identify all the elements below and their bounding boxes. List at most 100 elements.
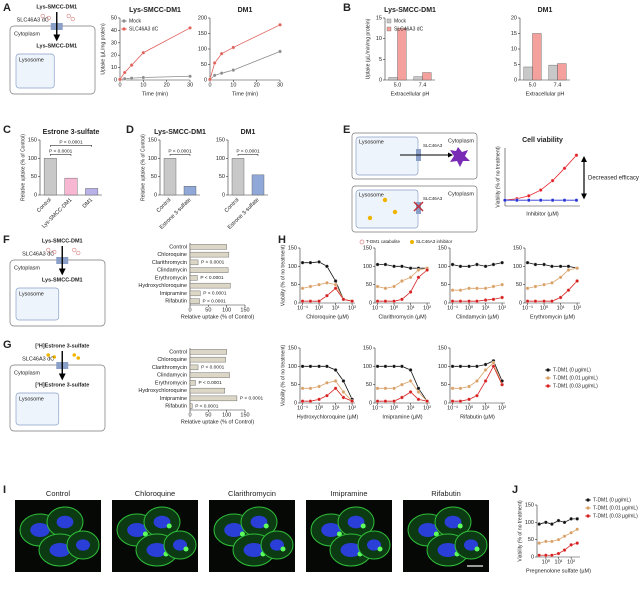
data-point <box>543 539 548 544</box>
category-label: 5.0 <box>394 82 402 88</box>
data-point <box>566 264 571 269</box>
chart-title: Lys-SMCC-DM1 <box>154 129 206 136</box>
data-point <box>458 364 463 369</box>
y-tick-label: 150 <box>513 245 522 251</box>
ligand-icon <box>66 13 71 19</box>
data-point <box>408 379 413 383</box>
data-point <box>475 379 479 383</box>
panel-label: B <box>343 2 351 14</box>
significance-bracket <box>169 154 191 156</box>
bar <box>183 185 197 196</box>
bar <box>189 403 193 409</box>
y-tick-label: 100 <box>148 156 157 162</box>
data-point <box>526 194 531 198</box>
legend-label: T-DM1 (0.01 µg/mL) <box>553 375 598 381</box>
data-point <box>341 297 346 302</box>
y-tick-label: 100 <box>288 264 297 270</box>
lysosome <box>15 287 60 321</box>
data-point <box>538 198 543 203</box>
legend-marker <box>586 498 590 502</box>
data-point <box>350 299 354 304</box>
bar <box>189 349 227 355</box>
legend-label: T-DM1 (0.03 µg/mL) <box>553 383 598 389</box>
data-point <box>569 517 574 521</box>
data-point <box>515 198 519 203</box>
nucleus <box>56 515 74 529</box>
data-point <box>562 520 567 525</box>
y-tick-label: 30 <box>111 40 117 46</box>
data-point <box>491 360 496 365</box>
data-point <box>475 393 479 398</box>
series-line <box>209 24 281 80</box>
data-point <box>375 364 380 369</box>
x-tick-label: 10⁻¹ <box>372 305 383 311</box>
y-tick-label: 5 <box>379 57 382 63</box>
data-point <box>543 520 548 525</box>
toxic-burst <box>450 147 470 167</box>
category-label: Control <box>156 197 173 214</box>
bar <box>189 259 199 266</box>
data-point <box>458 386 463 391</box>
x-tick-label: 10² <box>348 405 356 411</box>
data-point <box>300 286 305 291</box>
data-point <box>569 543 574 547</box>
x-tick-label: 0 <box>208 82 211 88</box>
data-point <box>475 262 479 267</box>
y-tick-label: 0 <box>154 192 157 198</box>
data-point <box>392 299 396 304</box>
data-point <box>556 518 561 523</box>
x-tick-label: 10⁻¹ <box>372 405 383 411</box>
data-point <box>300 386 305 391</box>
data-point <box>122 70 127 75</box>
series-line <box>119 27 191 80</box>
bar <box>189 387 226 394</box>
x-axis-label: Time (min) <box>232 91 258 97</box>
data-point <box>537 541 542 545</box>
x-tick-label: 10¹ <box>482 405 490 411</box>
category-label: Control <box>224 197 241 214</box>
data-point <box>533 284 538 289</box>
data-point <box>575 517 580 521</box>
compartment-label: Cytoplasm <box>448 191 474 197</box>
transporter-label: SLC46A3 dC <box>22 251 54 257</box>
bar <box>189 267 229 273</box>
bar <box>163 158 177 196</box>
bar <box>557 63 567 81</box>
legend-marker <box>546 376 550 380</box>
data-point <box>333 368 338 372</box>
category-label: DM1 <box>82 197 94 209</box>
data-point <box>467 364 471 369</box>
category-label: Clindamycin <box>157 268 187 274</box>
data-point <box>408 368 413 372</box>
data-point <box>325 364 329 369</box>
data-point <box>542 282 546 287</box>
x-tick-label: 100 <box>222 307 231 313</box>
y-tick-label: 50 <box>291 382 297 388</box>
inhibitor-icon <box>410 240 414 244</box>
x-tick-label: 10² <box>567 559 575 565</box>
x-tick-label: 10¹ <box>482 305 490 311</box>
category-label: Rifabutin <box>165 299 187 305</box>
nucleus <box>340 543 362 557</box>
nucleus <box>30 523 50 537</box>
y-tick-label: 40 <box>111 28 117 34</box>
y-tick-label: 0 <box>369 300 372 306</box>
vesicles <box>166 523 172 529</box>
y-tick-label: 50 <box>441 382 447 388</box>
panel-label: A <box>3 2 11 14</box>
image-label: Imipramine <box>330 489 367 498</box>
legend-label: SLC46A3 inhibitor <box>416 239 453 244</box>
nucleus <box>321 523 341 537</box>
x-tick-label: 10² <box>573 305 581 311</box>
transporter-label: SLC46A3 <box>423 196 443 201</box>
legend-label: SLC46A3 dC <box>129 26 159 32</box>
data-point <box>308 364 313 369</box>
data-point <box>317 384 321 389</box>
y-tick-label: 0 <box>114 77 117 83</box>
chart-title: Estrone 3-sulfate <box>43 129 100 136</box>
p-value: P < 0.0001 <box>203 291 227 297</box>
data-point <box>566 288 571 293</box>
bar <box>231 158 245 196</box>
data-point <box>475 286 479 291</box>
data-point <box>458 299 463 304</box>
